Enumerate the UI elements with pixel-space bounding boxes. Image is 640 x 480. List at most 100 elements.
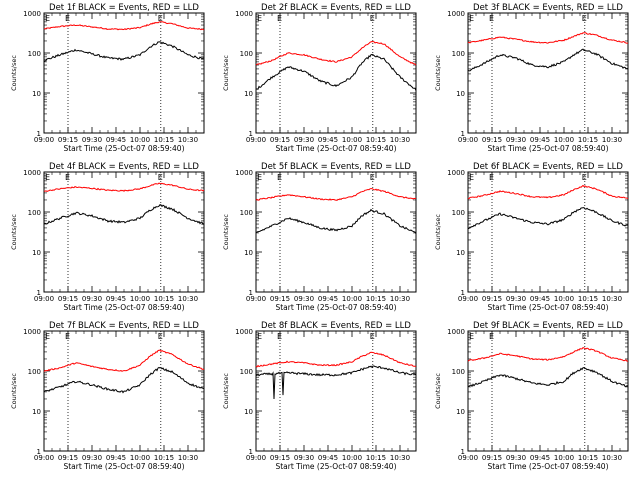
x-tick-label: 10:00 [554,454,574,462]
x-tick-label: 10:00 [342,295,362,303]
event-marker-label: E [158,173,163,182]
x-tick-label: 09:15 [482,136,502,144]
y-tick-label: 1000 [235,10,253,18]
y-tick-label: 100 [28,368,41,376]
y-axis-label: Counts/sec [10,373,18,409]
x-tick-label: 10:00 [342,454,362,462]
series-line-lld [255,188,416,201]
event-marker-label: E [489,173,494,182]
y-tick-label: 100 [240,368,253,376]
x-tick-label: 09:45 [530,454,550,462]
panel-title: Det 2f BLACK = Events, RED = LLD [261,3,411,13]
event-marker-label: E [582,332,587,341]
x-tick-label: 10:00 [554,295,574,303]
x-tick-label: 10:15 [366,136,386,144]
event-marker-label: E [469,173,474,182]
x-tick-label: 10:30 [602,295,622,303]
y-tick-label: 100 [28,209,41,217]
y-tick-label: 10 [32,90,41,98]
x-axis-label: Start Time (25-Oct-07 08:59:40) [487,462,608,471]
panel-title: Det 7f BLACK = Events, RED = LLD [49,321,199,331]
x-axis-label: Start Time (25-Oct-07 08:59:40) [63,303,184,312]
event-marker-label: E [489,14,494,23]
series-line-lld [467,32,629,44]
series-line-events [43,204,205,225]
x-tick-label: 09:45 [530,295,550,303]
y-tick-label: 1000 [235,328,253,336]
x-tick-label: 09:30 [294,136,314,144]
x-axis-label: Start Time (25-Oct-07 08:59:40) [275,462,396,471]
y-tick-label: 100 [452,209,465,217]
series-line-lld [43,349,205,372]
x-axis-label: Start Time (25-Oct-07 08:59:40) [63,462,184,471]
x-tick-label: 09:15 [482,454,502,462]
event-marker-label: E [469,332,474,341]
y-tick-label: 1000 [23,328,41,336]
series-line-lld [467,347,629,362]
x-tick-label: 09:00 [34,136,54,144]
panel-det-6f: Det 6f BLACK = Events, RED = LLD 1 10 100 10… [434,162,629,312]
x-tick-label: 10:00 [554,136,574,144]
panel-det-3f: Det 3f BLACK = Events, RED = LLD 1 10 100 10… [434,3,629,153]
panel-title: Det 5f BLACK = Events, RED = LLD [261,162,411,172]
panel-det-5f: Det 5f BLACK = Events, RED = LLD 1 10 100 10… [222,162,417,312]
y-tick-label: 1 [37,448,41,456]
x-tick-label: 10:15 [154,136,174,144]
x-tick-label: 10:30 [602,136,622,144]
x-axis-label: Start Time (25-Oct-07 08:59:40) [275,303,396,312]
x-tick-label: 09:00 [34,295,54,303]
event-marker-label: E [257,173,262,182]
y-tick-label: 1000 [23,10,41,18]
panel-title: Det 4f BLACK = Events, RED = LLD [49,162,199,172]
series-line-lld [43,182,205,193]
x-tick-label: 10:00 [130,295,150,303]
series-line-lld [468,184,629,200]
y-tick-label: 10 [456,408,465,416]
series-line-events [255,53,417,91]
y-tick-label: 1000 [23,169,41,177]
x-axis-label: Start Time (25-Oct-07 08:59:40) [487,303,608,312]
x-tick-label: 10:30 [178,136,198,144]
y-tick-label: 100 [240,209,253,217]
event-marker-label: E [158,14,163,23]
y-tick-label: 1 [249,448,253,456]
series-line-lld [255,40,417,66]
x-tick-label: 09:45 [530,136,550,144]
series-line-events [255,208,417,235]
x-tick-label: 09:15 [270,454,290,462]
series-line-lld [255,351,417,368]
x-tick-label: 10:30 [390,295,410,303]
x-tick-label: 09:30 [294,295,314,303]
event-marker-label: E [65,173,70,182]
y-tick-label: 10 [244,249,253,257]
panel-title: Det 6f BLACK = Events, RED = LLD [473,162,623,172]
x-tick-label: 09:45 [106,454,126,462]
y-axis-label: Counts/sec [434,373,442,409]
x-tick-label: 10:15 [578,454,598,462]
y-axis-label: Counts/sec [222,214,230,250]
y-axis-label: Counts/sec [434,214,442,250]
y-tick-label: 1000 [447,328,465,336]
y-tick-label: 100 [452,368,465,376]
x-tick-label: 09:45 [106,295,126,303]
x-tick-label: 10:30 [178,295,198,303]
x-tick-label: 09:30 [82,136,102,144]
x-tick-label: 10:00 [130,454,150,462]
y-tick-label: 1 [37,130,41,138]
event-marker-label: E [277,14,282,23]
x-tick-label: 09:00 [246,295,266,303]
x-tick-label: 09:45 [318,295,338,303]
x-tick-label: 09:30 [506,295,526,303]
panel-title: Det 1f BLACK = Events, RED = LLD [49,3,199,13]
event-marker-label: E [257,332,262,341]
series-line-events [467,207,629,230]
x-tick-label: 09:30 [506,136,526,144]
event-marker-label: E [45,173,50,182]
y-tick-label: 1000 [447,10,465,18]
x-tick-label: 09:30 [82,454,102,462]
y-tick-label: 10 [456,90,465,98]
x-tick-label: 09:45 [318,454,338,462]
x-tick-label: 09:30 [82,295,102,303]
y-axis-label: Counts/sec [10,214,18,250]
